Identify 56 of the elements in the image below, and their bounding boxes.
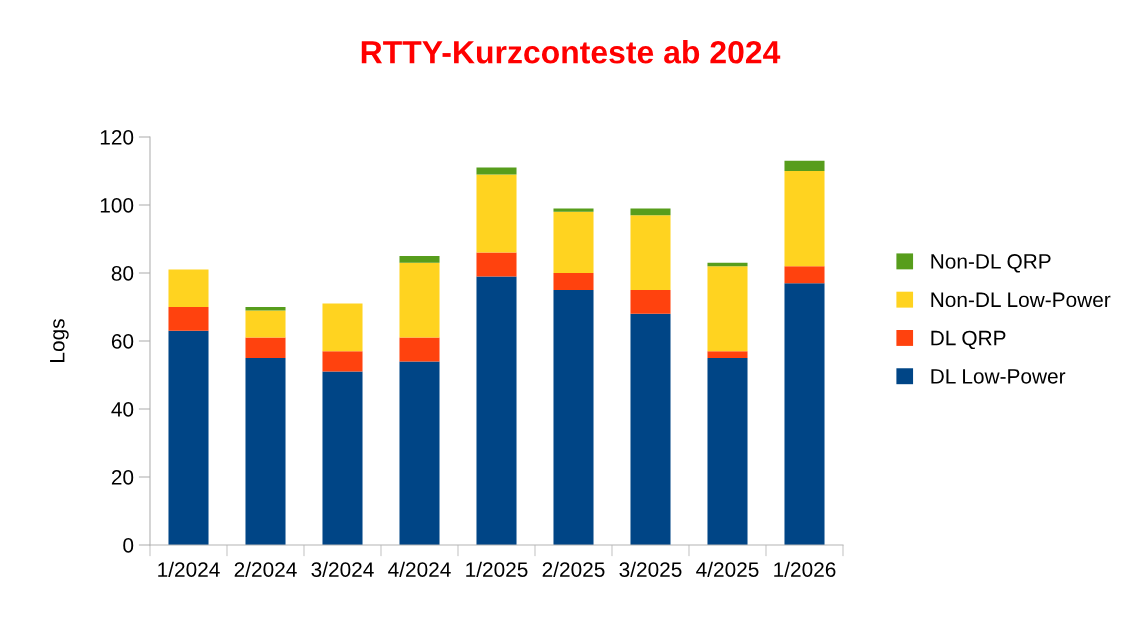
bar (399, 361, 440, 545)
bar (168, 307, 209, 331)
x-tick-label: 2/2024 (234, 561, 297, 577)
bar (245, 307, 286, 311)
bar (245, 310, 286, 338)
chart-title: RTTY-Kurzconteste ab 2024 (361, 40, 781, 64)
bar (553, 273, 594, 290)
x-tick-label: 1/2025 (466, 561, 528, 577)
bar (553, 290, 594, 545)
x-tick-label: 1/2024 (158, 561, 220, 577)
bar (322, 371, 363, 545)
bar (630, 215, 671, 290)
bar (630, 290, 671, 314)
bar (245, 358, 286, 545)
bar (553, 211, 594, 273)
x-tick-label: 3/2025 (619, 561, 682, 577)
bar (399, 262, 440, 338)
bar (784, 171, 825, 267)
bar (476, 252, 517, 277)
x-tick-label: 4/2025 (696, 561, 759, 577)
bar (168, 330, 209, 545)
y-tick-label: 120 (100, 130, 134, 145)
legend-label: DL QRP (931, 330, 1006, 350)
y-tick-label: 60 (111, 334, 134, 349)
y-tick-label: 80 (111, 266, 134, 281)
y-tick-label: 100 (100, 198, 134, 213)
legend-label: DL Low-Power (931, 369, 1066, 384)
bar (245, 337, 286, 358)
bar (707, 358, 748, 545)
bar (784, 283, 825, 545)
bar (784, 266, 825, 284)
y-tick-label: 20 (111, 470, 134, 485)
x-tick-label: 2/2025 (542, 561, 605, 577)
y-tick-label: 40 (111, 402, 134, 417)
bar (707, 266, 748, 352)
x-tick-label: 1/2026 (774, 561, 836, 577)
y-tick-label: 0 (123, 538, 134, 553)
x-tick-label: 3/2024 (311, 561, 374, 577)
bar (630, 313, 671, 545)
bar (476, 276, 517, 545)
bar (476, 167, 517, 175)
bar (553, 208, 594, 212)
bar (707, 351, 748, 358)
x-tick-label: 4/2024 (388, 561, 451, 577)
bar (168, 269, 209, 307)
bar (476, 174, 517, 253)
bar (399, 337, 440, 362)
y-axis-title: Logs (50, 319, 69, 362)
bar (707, 262, 748, 267)
bar (784, 160, 825, 171)
bar (322, 303, 363, 352)
bar (630, 208, 671, 216)
legend-label: Non-DL QRP (931, 254, 1051, 273)
bar (322, 351, 363, 372)
bar (399, 256, 440, 263)
legend-label: Non-DL Low-Power (931, 292, 1111, 308)
